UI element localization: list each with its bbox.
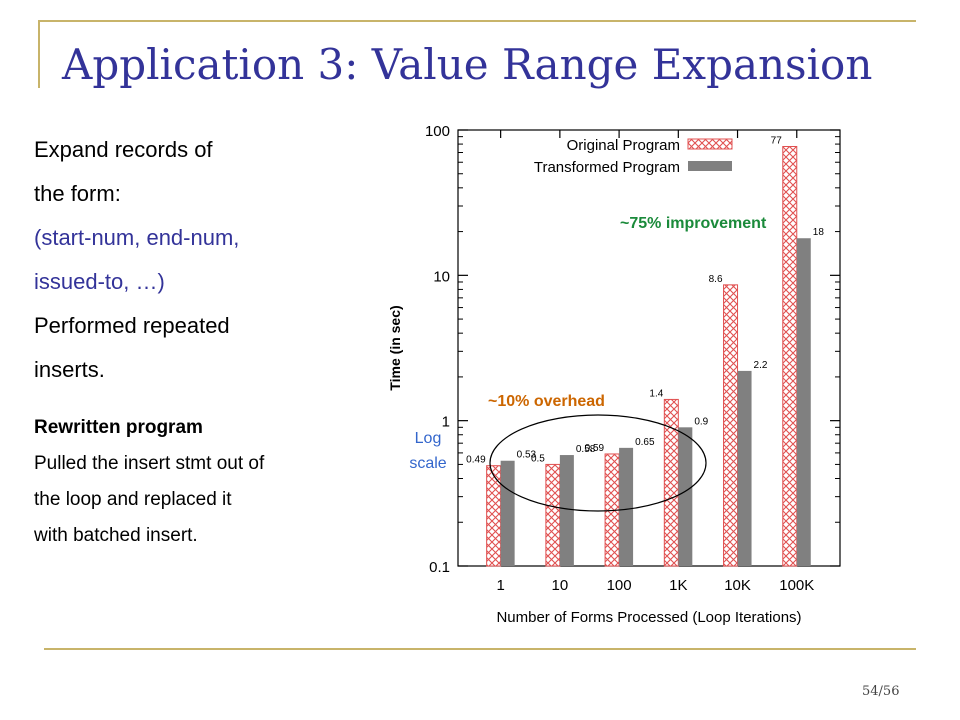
y-tick-label: 10 — [433, 268, 450, 285]
bar-label-original: 8.6 — [709, 274, 723, 285]
improvement-annotation: ~75% improvement — [620, 215, 767, 232]
bar-original — [782, 145, 798, 567]
rewritten-heading: Rewritten program — [34, 417, 203, 438]
x-tick-label: 1K — [669, 577, 687, 594]
bar-transformed — [796, 238, 811, 566]
bar-label-transformed: 0.65 — [635, 437, 655, 448]
log-scale-label-line1: Log — [415, 430, 442, 447]
bar-label-transformed: 18 — [813, 227, 825, 238]
x-axis-label: Number of Forms Processed (Loop Iteratio… — [496, 609, 801, 626]
legend-label-original: Original Program — [567, 137, 680, 154]
body-line-blue: (start-num, end-num, — [34, 225, 240, 250]
body-text: Expand records of the form: (start-num, … — [34, 128, 374, 554]
bar-label-original: 1.4 — [649, 388, 663, 399]
rewritten-line: with batched insert. — [34, 525, 198, 546]
bar-transformed — [500, 460, 515, 566]
legend-swatch-transformed — [688, 161, 732, 171]
bar-transformed — [619, 447, 634, 566]
y-tick-label: 100 — [425, 123, 450, 140]
page-number: 54/56 — [862, 684, 900, 699]
bar-label-transformed: 0.58 — [576, 444, 596, 455]
body-line: the form: — [34, 181, 121, 206]
bar-label-original: 0.5 — [531, 453, 545, 464]
overhead-annotation: ~10% overhead — [488, 393, 605, 410]
bar-chart: 0.1 1 10 100 1 10 100 1K 10K 100K 0.49 0.5 0.59 1.4… — [387, 123, 841, 626]
y-tick-label: 0.1 — [429, 559, 450, 576]
bar-labels-group: 0.49 0.5 0.59 1.4 8.6 77 0.53 0.58 0.65 0.9 2.2 18 — [466, 135, 824, 465]
x-tick-label: 100 — [607, 577, 632, 594]
bar-original — [723, 284, 739, 567]
y-tick-label: 1 — [442, 414, 450, 431]
x-tick-label: 1 — [496, 577, 504, 594]
y-axis-label: Time (in sec) — [387, 305, 403, 390]
bar-label-transformed: 0.9 — [694, 416, 708, 427]
bar-transformed — [678, 427, 693, 566]
slide-title: Application 3: Value Range Expansion — [62, 40, 873, 89]
rewritten-line: the loop and replaced it — [34, 489, 232, 510]
plot-frame — [457, 129, 841, 567]
x-tick-label: 10 — [552, 577, 569, 594]
bar-original — [545, 463, 561, 567]
body-line: inserts. — [34, 357, 105, 382]
bar-label-transformed: 2.2 — [754, 360, 768, 371]
body-line: Expand records of — [34, 137, 213, 162]
y-axis: 0.1 1 10 100 — [425, 123, 840, 576]
body-line-blue: issued-to, …) — [34, 269, 165, 294]
bar-transformed — [737, 370, 752, 566]
x-tick-label: 100K — [779, 577, 814, 594]
frame-bottom-line — [44, 648, 916, 650]
bar-original — [663, 398, 679, 567]
x-axis: 1 10 100 1K 10K 100K — [496, 130, 814, 594]
bars-group — [486, 145, 811, 567]
bar-label-transformed: 0.53 — [517, 450, 537, 461]
legend-swatch-original — [687, 138, 733, 150]
x-tick-label: 10K — [724, 577, 751, 594]
bar-label-original: 0.59 — [585, 443, 605, 454]
legend: Original Program Transformed Program — [534, 137, 733, 176]
bar-original — [486, 465, 502, 567]
bar-transformed — [559, 455, 574, 566]
rewritten-line: Pulled the insert stmt out of — [34, 453, 265, 474]
frame-left-line — [38, 20, 40, 88]
frame-top-line — [38, 20, 916, 22]
body-line: Performed repeated — [34, 313, 230, 338]
legend-label-transformed: Transformed Program — [534, 159, 680, 176]
bar-label-original: 77 — [771, 135, 783, 146]
overhead-ellipse — [489, 414, 707, 512]
log-scale-label-line2: scale — [409, 455, 446, 472]
bar-label-original: 0.49 — [466, 455, 486, 466]
